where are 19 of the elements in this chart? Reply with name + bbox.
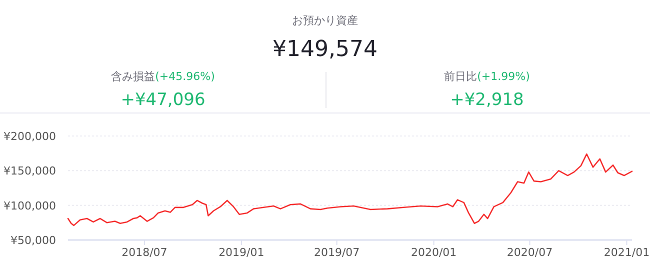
y-tick-label: ¥150,000 xyxy=(4,164,56,178)
y-tick-label: ¥50,000 xyxy=(10,234,56,247)
x-tick-label: 2019/07 xyxy=(314,246,360,259)
text: +¥47,096 xyxy=(120,90,206,110)
x-tick-label: 2021/01 xyxy=(604,246,650,259)
text: 前日比 xyxy=(444,70,478,83)
x-tick-label: 2020/07 xyxy=(506,246,553,259)
x-tick-label: 2020/01 xyxy=(410,246,457,259)
x-tick-label: 2018/07 xyxy=(122,246,168,259)
y-tick-label: ¥200,000 xyxy=(4,130,56,143)
y-tick-label: ¥100,000 xyxy=(4,199,56,212)
x-tick-label: 2019/01 xyxy=(218,246,264,259)
chart-subtitle: ¥149,574 xyxy=(272,37,378,62)
line-series xyxy=(67,153,633,226)
chart-title: お預かり資産 xyxy=(292,14,358,27)
text: 含み損益 xyxy=(111,70,156,83)
text: (+45.96%) xyxy=(155,70,215,83)
text: +¥2,918 xyxy=(450,90,524,110)
text: (+1.99%) xyxy=(477,70,530,83)
